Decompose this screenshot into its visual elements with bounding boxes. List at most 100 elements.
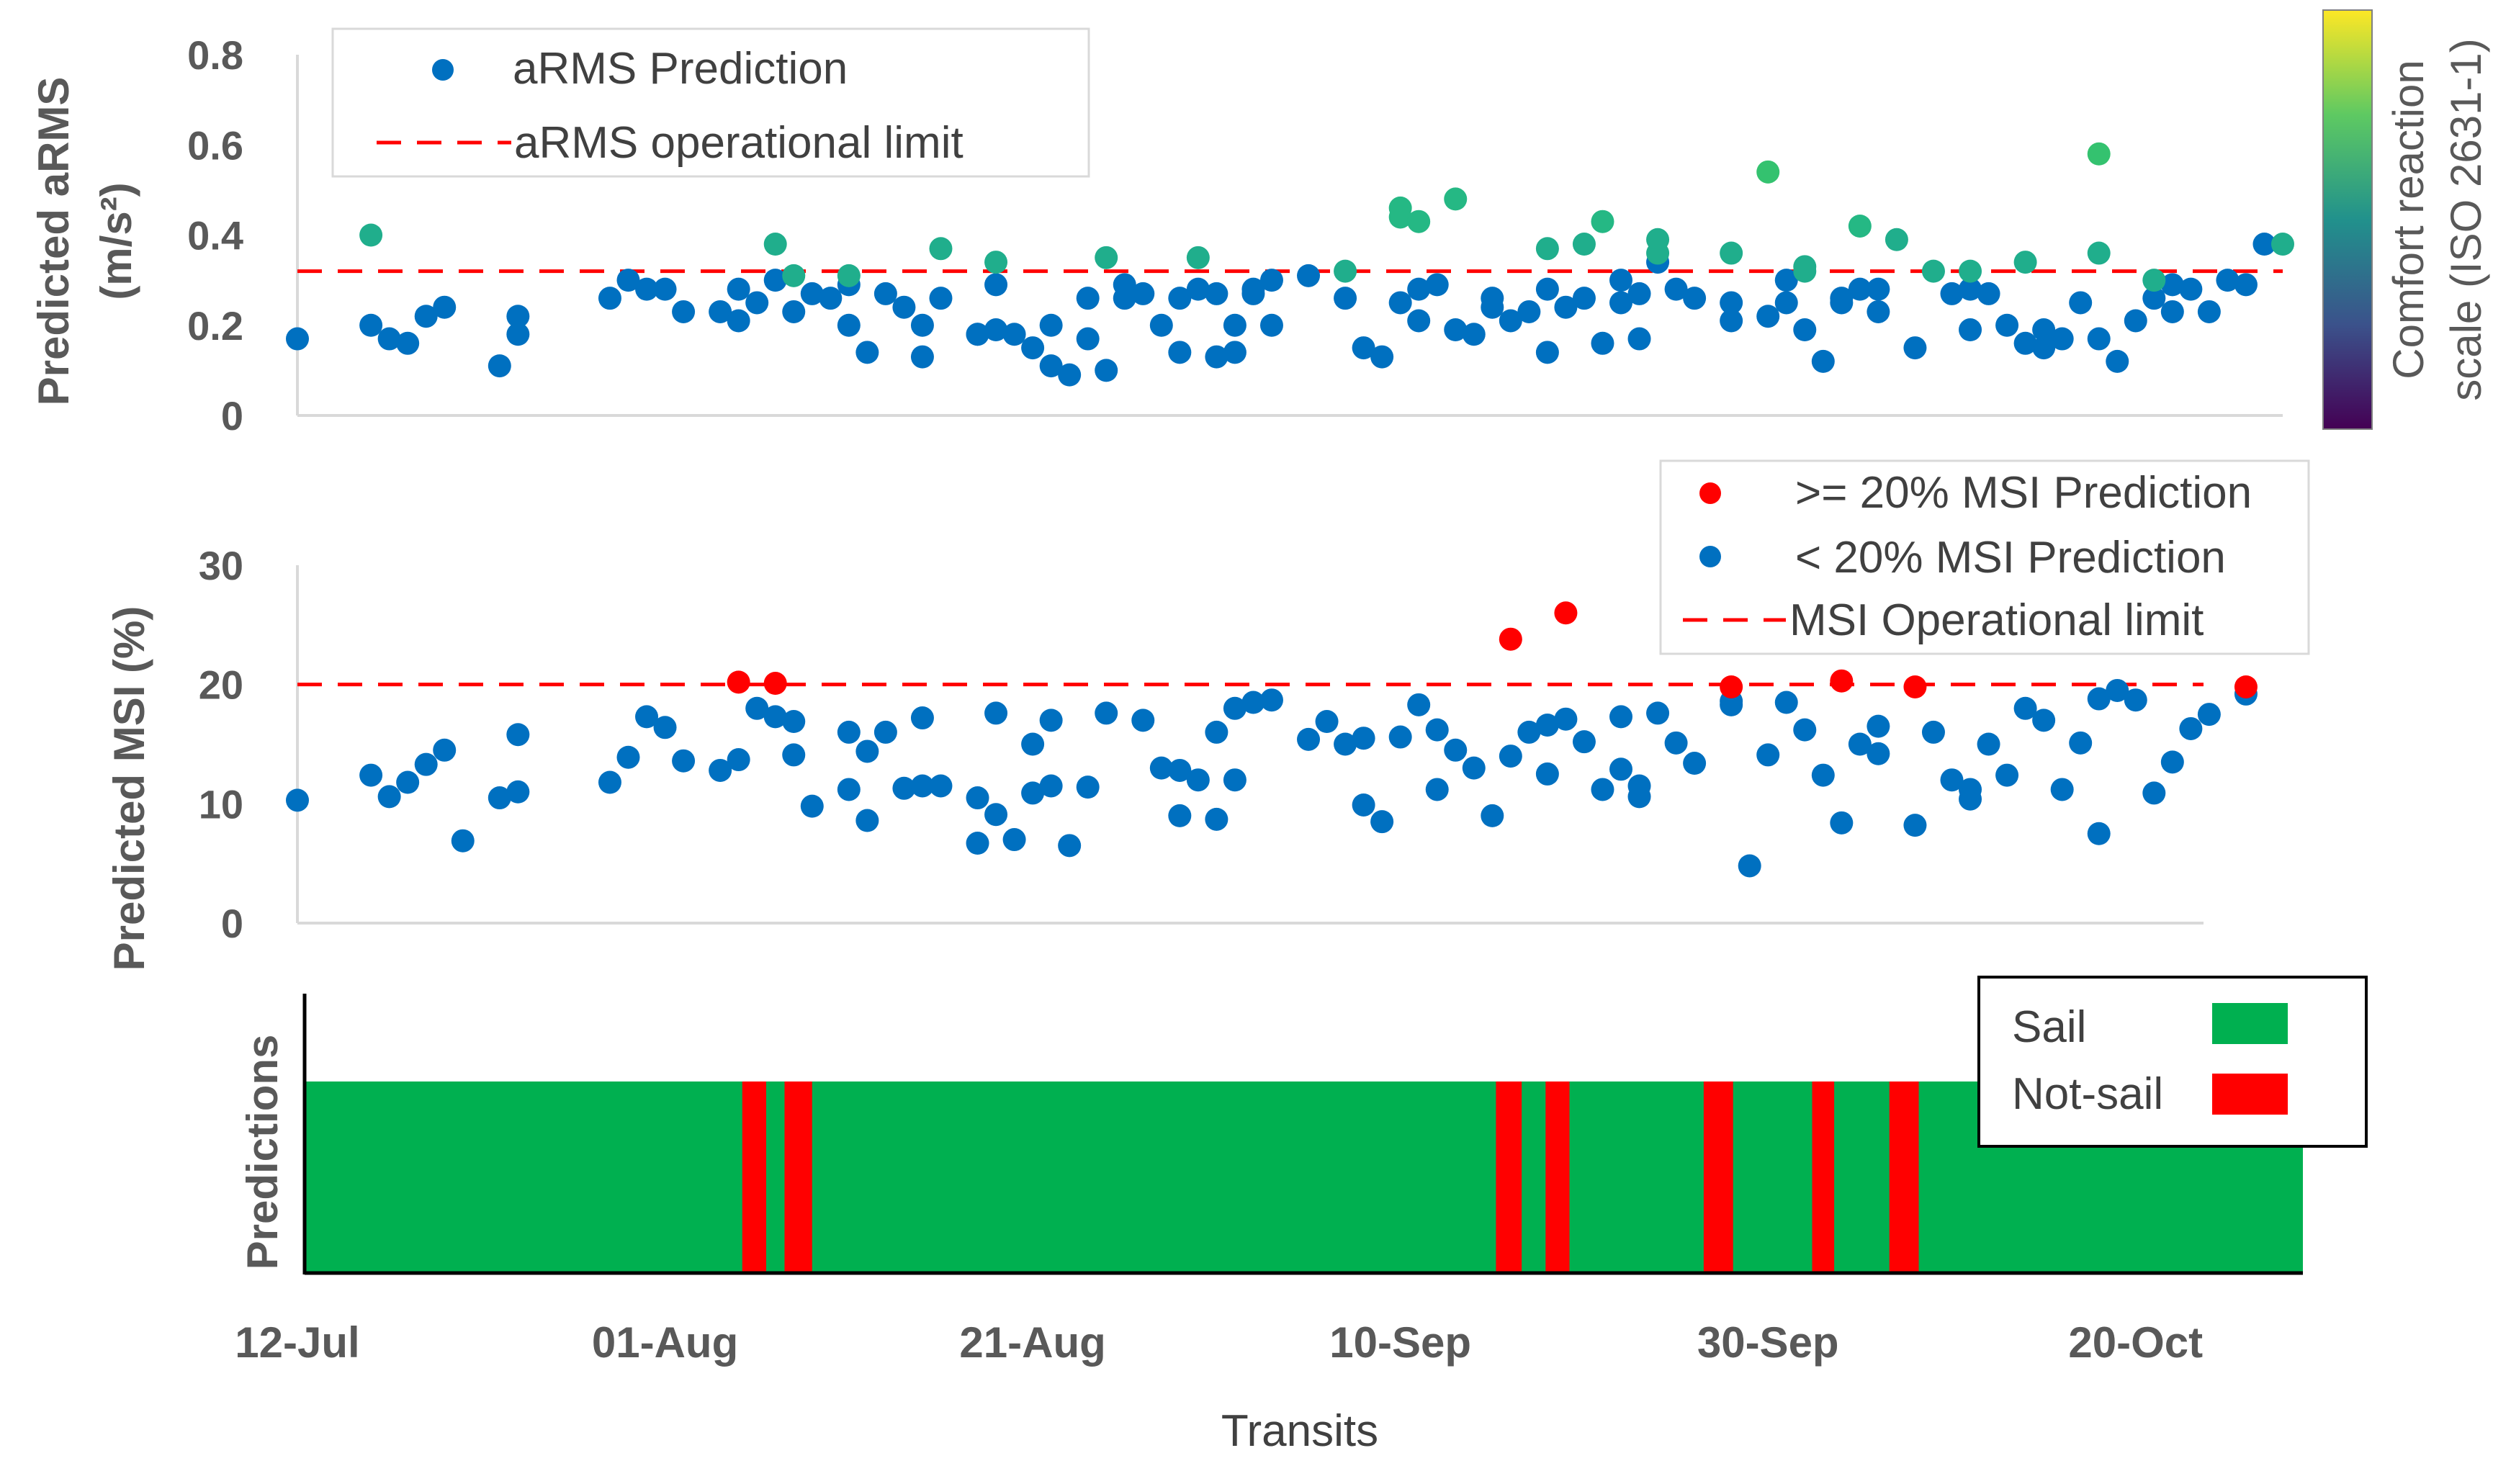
arms-point bbox=[1627, 282, 1651, 305]
arms-point-high bbox=[2271, 233, 2294, 256]
x-axis-title: Transits bbox=[1221, 1406, 1378, 1456]
arms-point bbox=[1039, 354, 1063, 378]
msi-point bbox=[1407, 693, 1431, 716]
not-sail-bar bbox=[1812, 1081, 1835, 1272]
arms-point bbox=[2252, 233, 2276, 256]
msi-point bbox=[1021, 781, 1045, 805]
arms-point bbox=[1334, 287, 1357, 310]
arms-point-high bbox=[1959, 259, 1982, 283]
arms-y-tick-label: 0.8 bbox=[187, 32, 243, 78]
comfort-colorbar bbox=[2322, 9, 2373, 430]
legend-not-sail-swatch bbox=[2212, 1074, 2288, 1115]
arms-point bbox=[819, 287, 843, 310]
arms-point bbox=[2124, 309, 2147, 333]
arms-point bbox=[2069, 291, 2093, 315]
arms-y-ticks: 0 0.2 0.4 0.6 0.8 bbox=[187, 32, 243, 439]
msi-point bbox=[1334, 732, 1357, 756]
msi-point bbox=[782, 710, 806, 734]
arms-point bbox=[1867, 277, 1890, 301]
msi-point bbox=[984, 701, 1008, 725]
arms-point bbox=[598, 287, 621, 310]
legend-sail-label: Sail bbox=[2012, 1002, 2086, 1052]
msi-point bbox=[1131, 709, 1155, 732]
msi-point bbox=[1609, 757, 1632, 781]
msi-point bbox=[2087, 822, 2111, 845]
arms-y-tick-label: 0 bbox=[221, 393, 243, 439]
msi-point bbox=[1664, 731, 1688, 755]
msi-point bbox=[1554, 707, 1578, 731]
not-sail-bar bbox=[1496, 1081, 1522, 1272]
msi-point bbox=[414, 752, 438, 776]
arms-point bbox=[1572, 287, 1596, 310]
msi-point bbox=[653, 716, 677, 739]
msi-point bbox=[966, 832, 989, 855]
arms-point bbox=[1517, 300, 1541, 323]
arms-point bbox=[1774, 269, 1798, 292]
arms-point-high bbox=[2013, 251, 2037, 274]
msi-y-tick-label: 10 bbox=[199, 781, 243, 827]
msi-point bbox=[1774, 691, 1798, 714]
msi-point bbox=[1168, 804, 1192, 827]
arms-point bbox=[433, 295, 457, 319]
arms-point bbox=[1940, 282, 1964, 305]
msi-point bbox=[1535, 762, 1559, 786]
arms-point bbox=[2234, 273, 2258, 297]
msi-point bbox=[2013, 696, 2037, 720]
arms-point bbox=[286, 327, 309, 351]
arms-point-high bbox=[2142, 269, 2166, 292]
msi-point bbox=[892, 776, 916, 800]
msi-point bbox=[727, 748, 750, 772]
msi-point bbox=[1039, 709, 1063, 732]
x-tick-label: 10-Sep bbox=[1329, 1318, 1471, 1367]
msi-point-high bbox=[763, 672, 787, 696]
msi-point bbox=[1959, 787, 1982, 811]
arms-point bbox=[2197, 300, 2221, 323]
arms-point bbox=[910, 313, 934, 337]
msi-point bbox=[745, 696, 769, 720]
msi-point bbox=[1425, 778, 1449, 801]
arms-point bbox=[672, 300, 696, 323]
arms-point bbox=[1407, 277, 1431, 301]
msi-point bbox=[709, 758, 732, 782]
arms-point bbox=[377, 327, 401, 351]
arms-point bbox=[653, 277, 677, 301]
arms-legend-limit-label: aRMS operational limit bbox=[514, 118, 963, 168]
msi-point bbox=[1021, 732, 1045, 756]
msi-point bbox=[2142, 781, 2166, 805]
msi-point bbox=[616, 745, 640, 769]
arms-point bbox=[1462, 323, 1486, 346]
arms-point bbox=[1352, 336, 1375, 360]
colorbar-label-line1: Comfort reaction bbox=[2384, 60, 2433, 379]
msi-point-high bbox=[1499, 627, 1522, 651]
not-sail-bar bbox=[742, 1081, 766, 1272]
arms-y-tick-label: 0.4 bbox=[187, 213, 243, 258]
arms-point-high bbox=[1334, 259, 1357, 283]
msi-point bbox=[1903, 814, 1927, 837]
arms-point bbox=[984, 273, 1008, 297]
arms-points bbox=[286, 142, 2294, 387]
msi-point bbox=[929, 774, 953, 798]
msi-point bbox=[1315, 710, 1339, 734]
not-sail-bar bbox=[1889, 1081, 1919, 1272]
arms-point bbox=[782, 300, 806, 323]
arms-point bbox=[966, 323, 989, 346]
arms-y-tick-label: 0.2 bbox=[187, 303, 243, 348]
arms-point bbox=[506, 323, 530, 346]
arms-point bbox=[616, 269, 640, 292]
arms-point bbox=[1205, 345, 1228, 369]
msi-point-high bbox=[1903, 675, 1927, 698]
arms-point-high bbox=[1921, 259, 1945, 283]
arms-point bbox=[1039, 313, 1063, 337]
arms-ylabel-units: (m/s²) bbox=[92, 182, 140, 300]
msi-point bbox=[1535, 713, 1559, 737]
msi-point bbox=[1223, 696, 1246, 720]
msi-point bbox=[1627, 785, 1651, 809]
arms-point bbox=[1131, 282, 1155, 305]
x-tick-label: 30-Sep bbox=[1697, 1318, 1839, 1367]
arms-point bbox=[635, 277, 659, 301]
arms-point bbox=[1149, 313, 1173, 337]
arms-point bbox=[2087, 327, 2111, 351]
arms-point bbox=[1793, 318, 1817, 342]
arms-point bbox=[892, 295, 916, 319]
